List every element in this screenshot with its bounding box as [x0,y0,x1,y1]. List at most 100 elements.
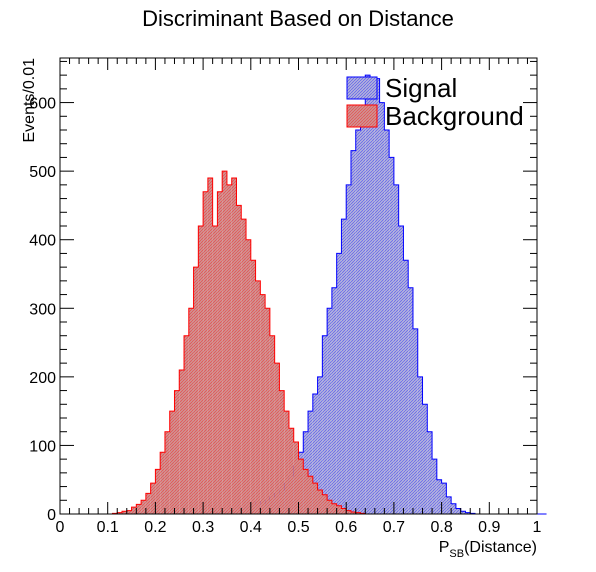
x-tick-label: 0.3 [192,519,214,536]
y-tick-label: 100 [29,438,56,455]
bar-background [198,226,204,514]
bar-background [346,510,351,514]
x-axis-title: PSB(Distance) [439,539,537,560]
bar-signal [465,512,471,514]
x-axis: 0 0.1 0.2 0.3 0.4 0.5 0.6 0.7 0.8 0.9 1 [56,58,542,536]
bar-background [284,411,289,514]
legend-swatch-background [346,104,378,128]
bar-background [145,493,151,514]
y-tick-label: 500 [29,164,56,181]
bar-background [255,280,261,514]
x-tick-label: 1 [533,519,542,536]
bar-background [355,512,361,514]
bar-background [236,205,242,514]
bar-background [265,308,270,514]
bar-background [279,390,285,514]
bar-signal [308,411,313,514]
legend-label-background: Background [385,101,524,131]
y-axis-title: Events/0.01 [21,58,38,143]
bar-background [150,483,156,514]
outline-signal [60,74,547,515]
bar-background [350,511,356,514]
x-tick-label: 0 [56,519,65,536]
x-tick-label: 0.1 [97,519,119,536]
bar-background [160,452,165,514]
bar-background [322,494,328,514]
bar-background [231,178,237,514]
bar-background [317,490,323,514]
bar-signal [412,328,418,514]
bar-signal [427,431,433,514]
bar-signal [355,130,361,514]
bar-background [212,226,218,514]
bar-signal [327,308,332,514]
y-tick-label: 0 [47,507,56,524]
legend-swatch-signal [346,76,378,100]
bar-background [174,390,180,514]
y-tick-label: 400 [29,233,56,250]
x-tick-label: 0.7 [383,519,405,536]
bar-background [169,411,175,514]
bar-background [341,508,347,514]
bar-background [303,469,309,514]
y-tick-label: 300 [29,301,56,318]
legend-label-signal: Signal [385,73,457,103]
bar-background [246,239,251,514]
bar-signal [455,508,461,514]
x-tick-label: 0.8 [430,519,452,536]
bar-signal [365,75,371,515]
y-tick-label: 600 [29,96,56,113]
x-tick-label: 0.5 [287,519,309,536]
bar-signal [432,459,437,514]
bar-signal [317,376,323,514]
bar-signal [403,260,409,514]
chart-title: Discriminant Based on Distance [142,6,454,31]
x-tick-label: 0.4 [240,519,262,536]
bar-signal [350,150,356,515]
bar-signal [370,95,375,514]
bar-background [184,335,189,514]
bar-background [122,511,127,514]
bar-background [260,294,266,514]
bar-background [155,469,161,514]
x-axis-title-main: P [439,539,450,556]
bar-signal [384,130,390,514]
bar-signal [398,226,404,514]
bar-signal [451,503,456,514]
bar-background [336,505,342,514]
bar-signal [422,404,428,514]
bar-background [241,219,247,514]
y-tick-label: 200 [29,370,56,387]
bar-signal [460,511,466,514]
x-axis-title-sub: SB [449,548,464,560]
bar-background [164,431,170,514]
bar-background [207,178,213,514]
bar-background [179,370,185,514]
series-signal [60,74,547,515]
bar-signal [336,253,342,514]
bar-background [288,428,294,514]
bar-background [250,260,256,514]
bar-background [131,507,137,514]
bar-signal [322,335,328,514]
bar-signal [331,287,337,514]
bar-background [141,500,146,514]
bar-background [274,363,280,514]
bar-signal [360,109,366,514]
bar-background [269,335,275,514]
bar-signal [408,287,413,514]
bar-signal [441,483,447,514]
bar-background [298,459,304,514]
bar-background [226,184,232,514]
bar-signal [379,102,385,515]
x-tick-label: 0.6 [335,519,357,536]
bar-background [293,442,299,514]
bar-signal [446,496,452,514]
bar-background [136,504,142,514]
bar-background [117,512,123,514]
bar-signal [393,184,399,514]
bar-background [193,267,199,514]
bar-background [222,171,227,514]
